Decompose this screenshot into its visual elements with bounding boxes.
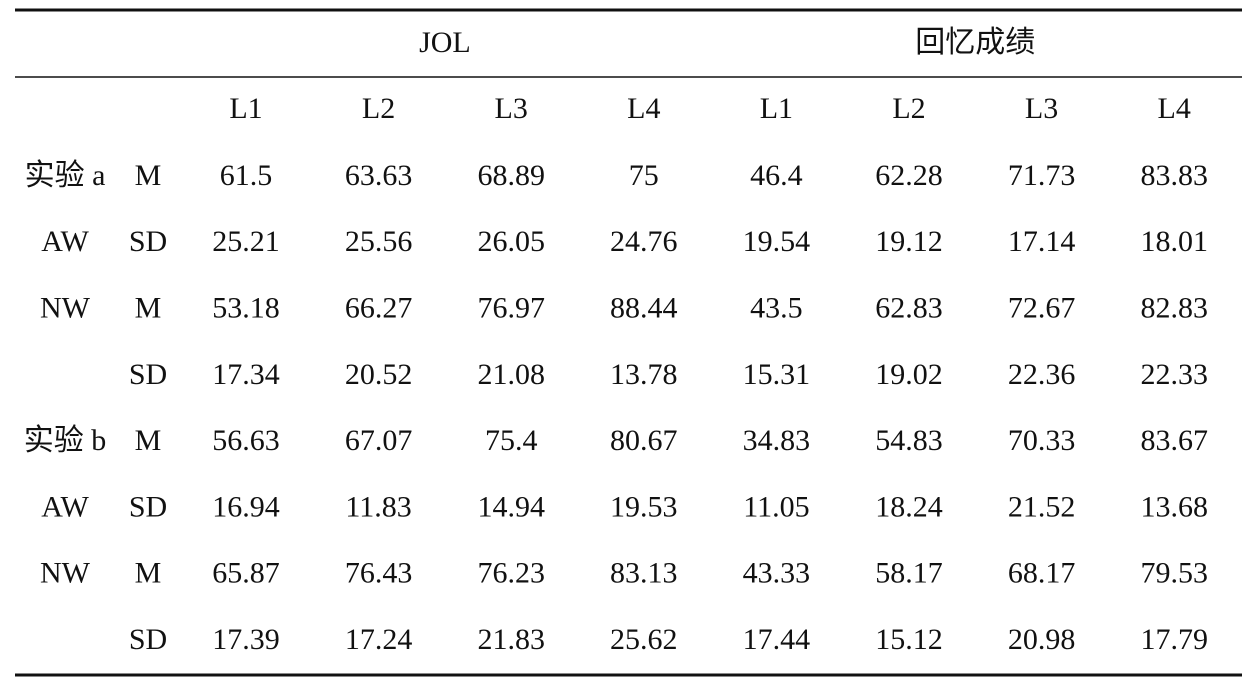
cell: 43.33 [743,557,811,590]
cell: 43.5 [750,291,803,324]
level-header: L4 [1158,92,1191,125]
cell: 75.4 [485,424,538,457]
group-header: JOL [419,26,471,59]
cell: 16.94 [212,490,280,523]
cell: 80.67 [610,424,678,457]
cell: 22.36 [1008,358,1076,391]
cell: 63.63 [345,159,413,192]
level-header: L4 [627,92,660,125]
cell: 53.18 [212,291,280,324]
cell: 83.13 [610,557,678,590]
cell: 17.24 [345,623,413,656]
cell: 83.83 [1140,159,1208,192]
cell: 24.76 [610,225,678,258]
cell: 20.52 [345,358,413,391]
stat-label: SD [129,623,167,656]
cell: 17.34 [212,358,280,391]
cell: 88.44 [610,291,678,324]
row-label: 实验 a [25,159,106,192]
stat-label: M [135,557,162,590]
cell: 67.07 [345,424,413,457]
row-label: AW [41,225,89,258]
level-header: L2 [892,92,925,125]
cell: 72.67 [1008,291,1076,324]
cell: 15.31 [743,358,811,391]
cell: 54.83 [875,424,943,457]
cell: 62.28 [875,159,943,192]
cell: 19.54 [743,225,811,258]
cell: 66.27 [345,291,413,324]
cell: 17.79 [1140,623,1208,656]
cell: 34.83 [743,424,811,457]
cell: 18.24 [875,490,943,523]
stat-label: M [135,424,162,457]
cell: 15.12 [875,623,943,656]
cell: 62.83 [875,291,943,324]
stat-label: M [135,159,162,192]
cell: 71.73 [1008,159,1076,192]
cell: 21.08 [477,358,545,391]
stat-label: SD [129,225,167,258]
cell: 14.94 [477,490,545,523]
cell: 68.17 [1008,557,1076,590]
cell: 13.68 [1140,490,1208,523]
cell: 22.33 [1140,358,1208,391]
cell: 82.83 [1140,291,1208,324]
cell: 65.87 [212,557,280,590]
cell: 11.05 [743,490,809,523]
cell: 20.98 [1008,623,1076,656]
level-header: L1 [229,92,262,125]
cell: 70.33 [1008,424,1076,457]
cell: 75 [629,159,659,192]
cell: 21.52 [1008,490,1076,523]
cell: 19.53 [610,490,678,523]
cell: 76.97 [477,291,545,324]
row-label: NW [40,291,91,324]
cell: 13.78 [610,358,678,391]
cell: 56.63 [212,424,280,457]
cell: 25.62 [610,623,678,656]
stat-label: SD [129,358,167,391]
cell: 61.5 [220,159,273,192]
cell: 26.05 [477,225,545,258]
cell: 18.01 [1140,225,1208,258]
level-header: L1 [760,92,793,125]
level-header: L3 [495,92,528,125]
cell: 83.67 [1140,424,1208,457]
cell: 68.89 [477,159,545,192]
cell: 21.83 [477,623,545,656]
cell: 17.14 [1008,225,1076,258]
group-header: 回忆成绩 [915,26,1035,59]
cell: 46.4 [750,159,803,192]
row-label: NW [40,557,91,590]
cell: 17.39 [212,623,280,656]
row-label: AW [41,490,89,523]
cell: 76.23 [477,557,545,590]
level-header: L3 [1025,92,1058,125]
cell: 25.21 [212,225,280,258]
cell: 76.43 [345,557,413,590]
cell: 11.83 [345,490,411,523]
cell: 19.12 [875,225,943,258]
cell: 17.44 [743,623,811,656]
cell: 25.56 [345,225,413,258]
level-header: L2 [362,92,395,125]
stat-label: SD [129,490,167,523]
stat-label: M [135,291,162,324]
cell: 79.53 [1140,557,1208,590]
cell: 58.17 [875,557,943,590]
cell: 19.02 [875,358,943,391]
row-label: 实验 b [24,424,107,457]
